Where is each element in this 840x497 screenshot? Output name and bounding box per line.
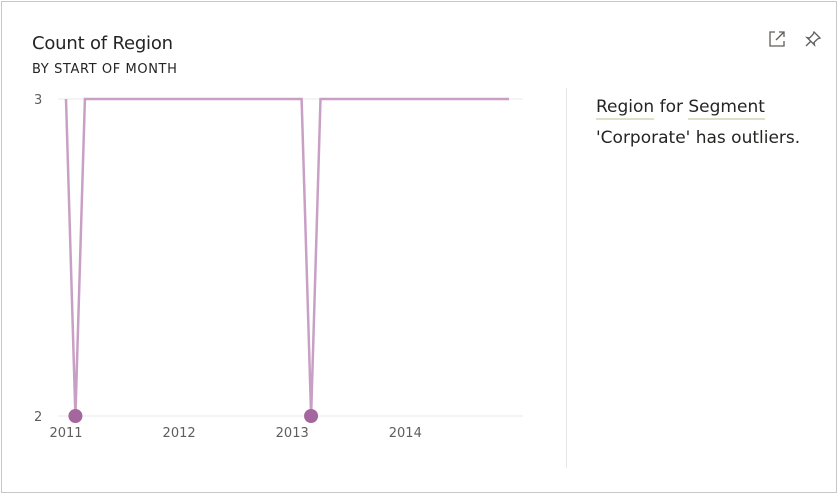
x-tick-label: 2011 xyxy=(49,426,82,441)
outlier-point xyxy=(68,409,83,423)
outlier-point xyxy=(304,409,319,423)
y-tick-label: 3 xyxy=(34,93,42,108)
insight-field-region[interactable]: Region xyxy=(596,97,655,120)
series-line xyxy=(64,97,509,417)
x-tick-label: 2012 xyxy=(163,426,196,441)
x-tick-label: 2014 xyxy=(389,426,422,441)
insight-rest: 'Corporate' has outliers. xyxy=(596,128,801,148)
chart-title: Count of Region xyxy=(32,33,173,54)
visual-header-icons xyxy=(766,28,824,50)
x-tick-label: 2013 xyxy=(276,426,309,441)
divider xyxy=(566,88,567,468)
insight-text: Region for Segment 'Corporate' has outli… xyxy=(596,92,826,154)
insight-field-segment[interactable]: Segment xyxy=(688,97,765,120)
focus-mode-icon[interactable] xyxy=(766,28,788,50)
pin-icon[interactable] xyxy=(802,28,824,50)
chart-subtitle: BY START OF MONTH xyxy=(32,62,178,77)
y-tick-label: 2 xyxy=(34,410,42,425)
insight-word-for: for xyxy=(659,97,683,117)
